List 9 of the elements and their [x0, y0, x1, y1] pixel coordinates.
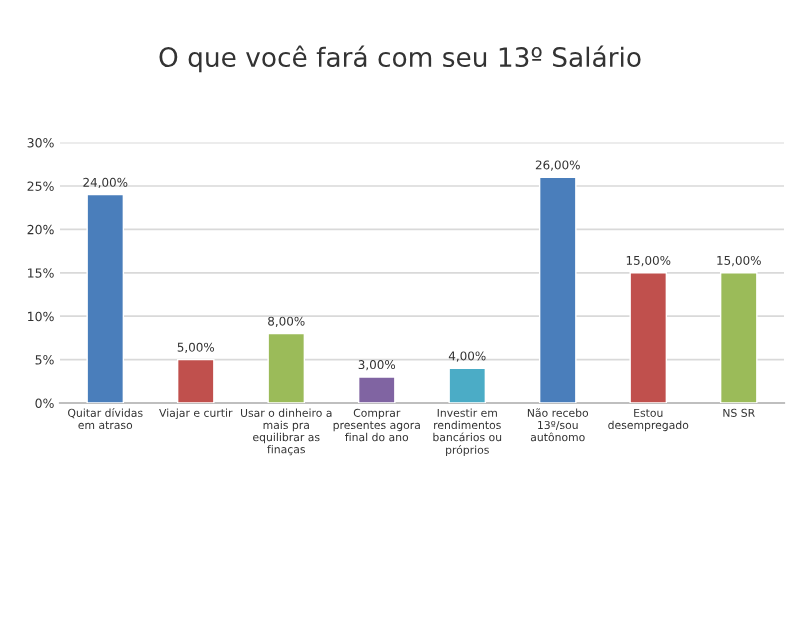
bar	[86, 193, 125, 403]
bar	[538, 176, 577, 403]
bar	[176, 358, 215, 403]
bar	[357, 376, 396, 403]
bar	[719, 272, 758, 403]
bar	[629, 272, 668, 403]
chart-title: O que você fará com seu 13º Salário	[159, 45, 641, 73]
bar	[448, 367, 487, 403]
bar	[267, 332, 306, 403]
